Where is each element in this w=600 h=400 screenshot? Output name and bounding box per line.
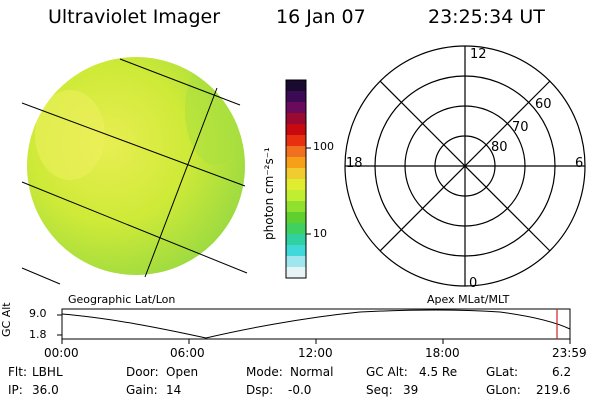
colorbar-unit-label: photon cm⁻²s⁻¹: [262, 147, 276, 240]
mode-label: Mode:: [246, 365, 283, 379]
time-tick-2359: 23:59: [552, 346, 587, 360]
colorbar-band: [286, 267, 306, 279]
colorbar-band: [286, 234, 306, 246]
instrument-title: Ultraviolet Imager: [48, 6, 221, 28]
polar-grid: [344, 45, 586, 287]
glat-value: 6.2: [552, 365, 572, 379]
lat-line-1: [119, 58, 241, 106]
altitude-curve: [61, 309, 571, 339]
colorbar-band: [286, 157, 306, 169]
dsp-value: -0.0: [288, 383, 312, 397]
colorbar-band: [286, 91, 306, 103]
seq-value: 39: [403, 383, 419, 397]
dsp-label: Dsp:: [246, 383, 274, 397]
altitude-tick-high: 9.0: [29, 307, 47, 320]
time-tick-1200: 12:00: [298, 346, 333, 360]
door-value: Open: [166, 365, 199, 379]
colorbar-band: [286, 124, 306, 136]
glon-value: 219.6: [536, 383, 571, 397]
left-panel-title: Geographic Lat/Lon: [68, 293, 176, 306]
gcalt-value: 4.5 Re: [419, 365, 458, 379]
mode-value: Normal: [290, 365, 334, 379]
glon-label: GLon:: [486, 383, 521, 397]
colorbar-frame: [285, 79, 307, 279]
door-label: Door:: [126, 365, 159, 379]
colorbar-band: [286, 135, 306, 147]
lat-line-2: [21, 102, 246, 187]
gcalt-label: GC Alt:: [366, 365, 408, 379]
colorbar-band: [286, 179, 306, 191]
flt-label: Flt:: [8, 365, 27, 379]
ip-label: IP:: [8, 383, 23, 397]
altitude-ticks: [57, 314, 571, 344]
uv-image-disk: [27, 57, 245, 275]
colorbar-band: [286, 201, 306, 213]
mlt-18-label: 18: [346, 156, 363, 171]
flt-value: LBHL: [32, 365, 63, 379]
colorbar-band: [286, 212, 306, 224]
colorbar-band: [286, 113, 306, 125]
colorbar-band: [286, 256, 306, 268]
colorbar-band: [286, 80, 306, 92]
mlat-60-label: 60: [535, 97, 552, 112]
colorbar-band: [286, 146, 306, 158]
lon-line: [144, 87, 218, 278]
lat-line-3: [21, 181, 248, 274]
colorbar-band: [286, 102, 306, 114]
altitude-axis-label: GC Alt: [0, 302, 13, 337]
time-tick-0600: 06:00: [170, 346, 205, 360]
colorbar-tick-100: 100: [313, 140, 334, 153]
mlt-6-label: 6: [575, 156, 584, 171]
gain-label: Gain:: [126, 383, 158, 397]
colorbar-band: [286, 168, 306, 180]
mlat-70-label: 70: [512, 120, 529, 135]
time-label: 23:25:34 UT: [428, 6, 545, 28]
right-panel-title: Apex MLat/MLT: [427, 293, 510, 306]
colorbar: [286, 80, 306, 279]
time-tick-0000: 00:00: [44, 346, 79, 360]
gain-value: 14: [166, 383, 182, 397]
mlt-0-label: 0: [469, 276, 478, 291]
colorbar-band: [286, 223, 306, 235]
colorbar-band: [286, 190, 306, 202]
glat-label: GLat:: [486, 365, 519, 379]
colorbar-band: [286, 245, 306, 257]
altitude-tick-low: 1.8: [29, 328, 47, 341]
lat-line-4: [21, 267, 61, 285]
date-label: 16 Jan 07: [276, 6, 366, 28]
mlat-80-label: 80: [491, 140, 508, 155]
geographic-grid: [21, 58, 248, 285]
seq-label: Seq:: [366, 383, 393, 397]
mlt-12-label: 12: [470, 47, 487, 62]
ip-value: 36.0: [32, 383, 59, 397]
colorbar-tick-10: 10: [313, 227, 327, 240]
time-tick-1800: 18:00: [425, 346, 460, 360]
